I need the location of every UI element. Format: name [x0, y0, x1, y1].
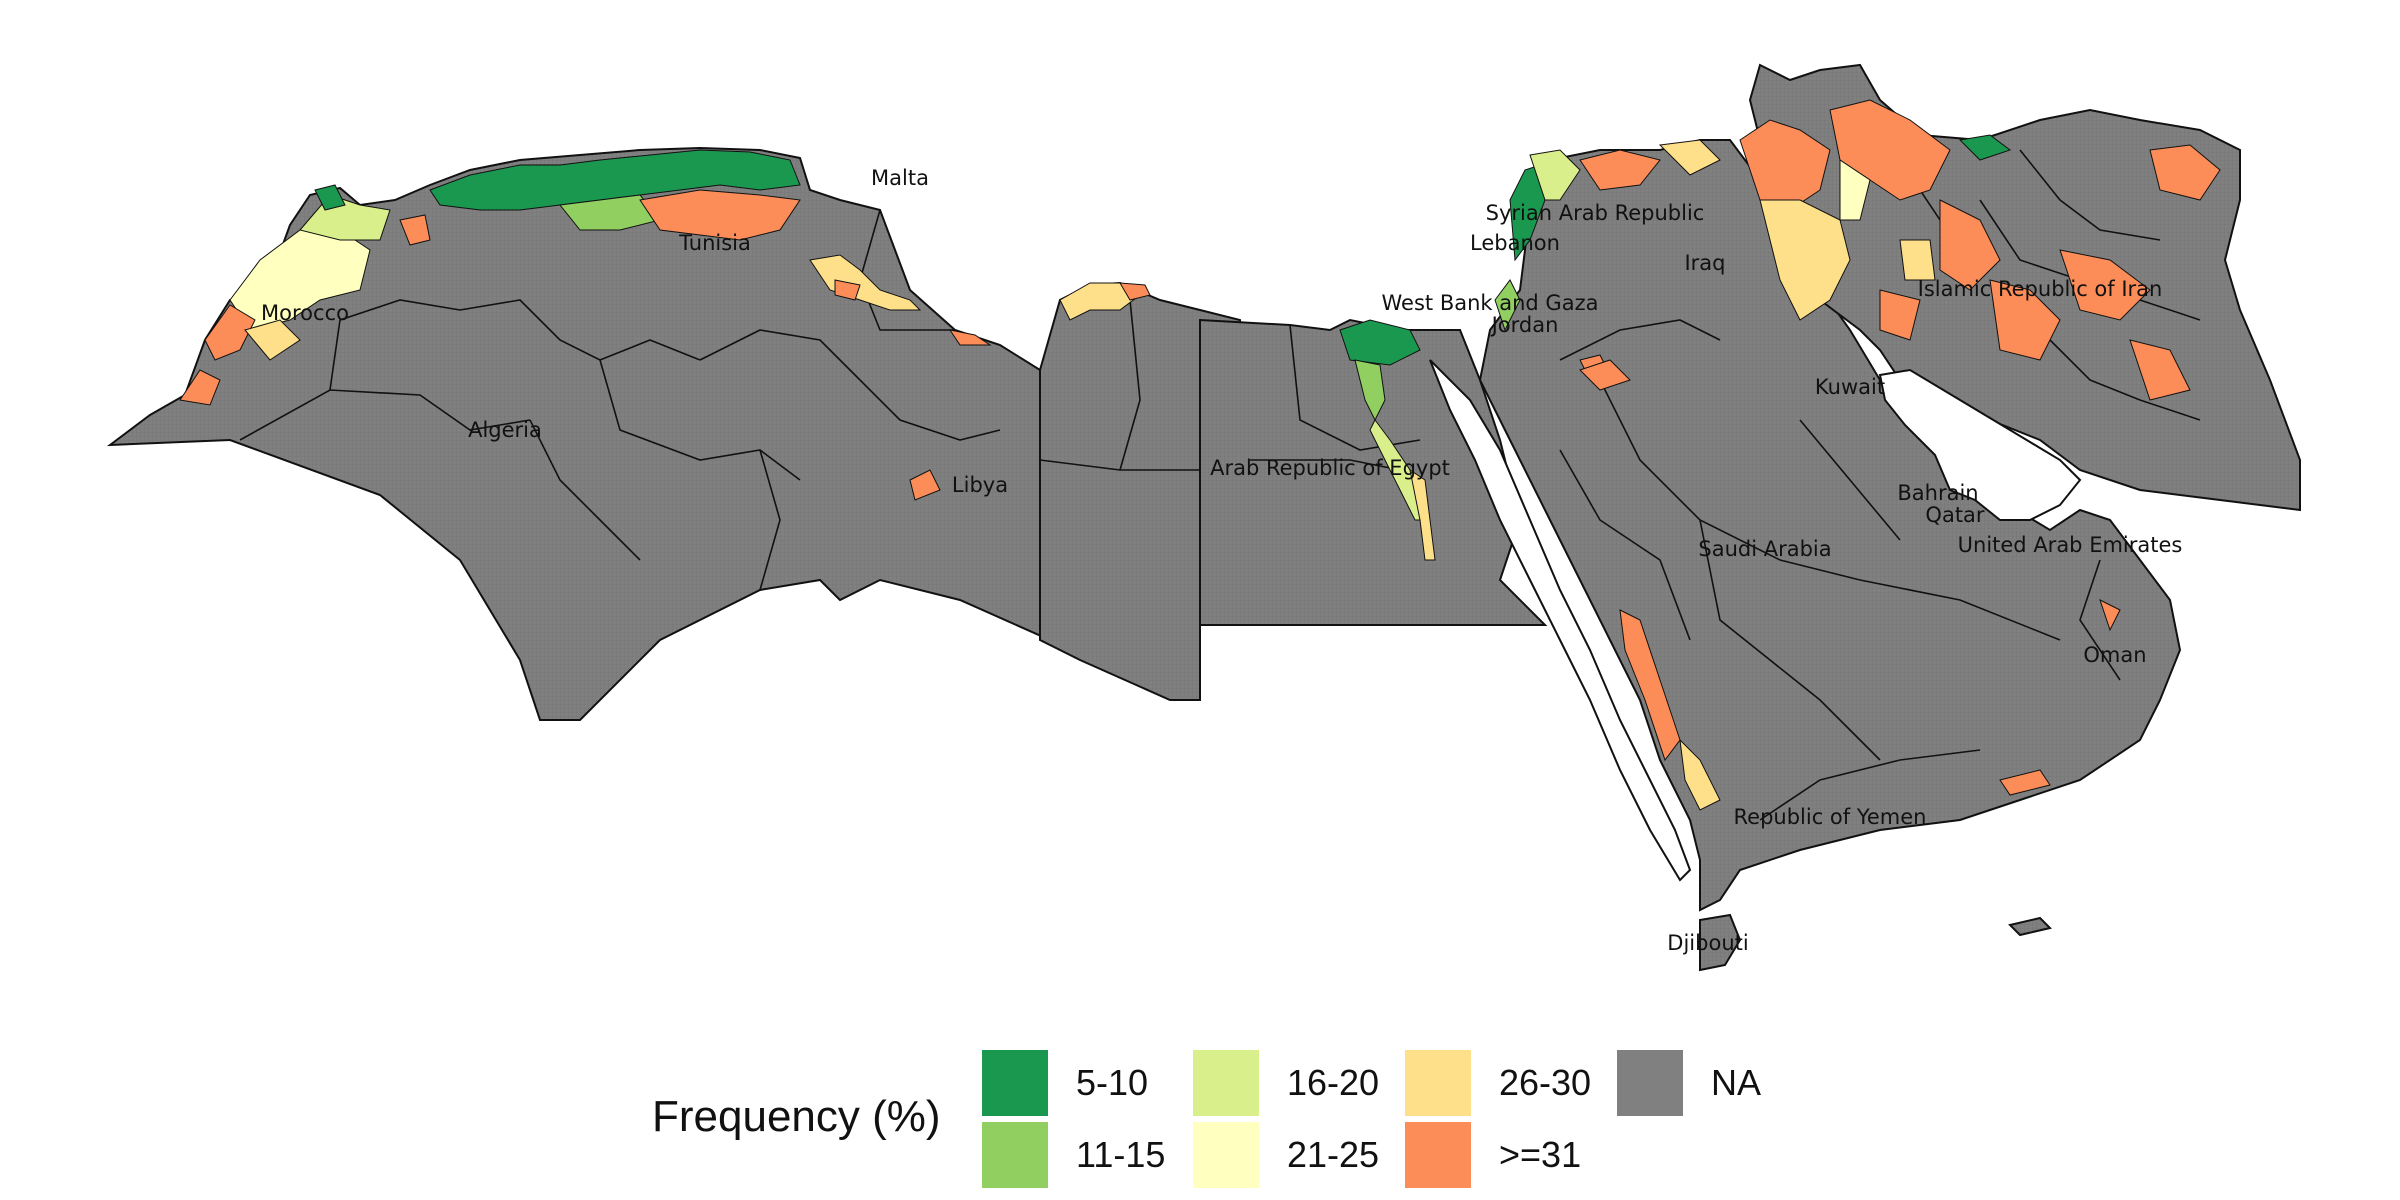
region-djibouti: [1699, 913, 1742, 972]
legend-swatch: [982, 1122, 1048, 1188]
country-label-iraq: Iraq: [1684, 251, 1725, 275]
country-label-egypt: Arab Republic of Egypt: [1210, 456, 1450, 480]
country-label-yemen: Republic of Yemen: [1734, 805, 1927, 829]
legend-label: >=31: [1499, 1134, 1582, 1175]
legend-swatch: [1193, 1122, 1259, 1188]
persian-gulf: [1878, 368, 2082, 521]
country-label-lebanon: Lebanon: [1470, 231, 1560, 255]
legend-item: 26-30: [1405, 1050, 1591, 1116]
country-label-uae: United Arab Emirates: [1958, 533, 2183, 557]
legend-item: NA: [1617, 1050, 1761, 1116]
legend-label: NA: [1711, 1062, 1762, 1103]
country-label-djibouti: Djibouti: [1667, 931, 1748, 955]
country-label-malta: Malta: [871, 166, 929, 190]
legend-item: 16-20: [1193, 1050, 1379, 1116]
country-label-kuwait: Kuwait: [1815, 375, 1885, 399]
legend-title: Frequency (%): [652, 1092, 941, 1141]
country-label-morocco: Morocco: [261, 301, 349, 325]
legend-swatch: [982, 1050, 1048, 1116]
country-label-west-bank-gaza: West Bank and Gaza: [1382, 291, 1599, 315]
frequency-patches: [179, 99, 2221, 811]
legend-item: >=31: [1405, 1122, 1581, 1188]
legend-item: 21-25: [1193, 1122, 1379, 1188]
country-label-syria: Syrian Arab Republic: [1486, 201, 1705, 225]
legend-label: 5-10: [1076, 1062, 1149, 1103]
legend-label: 11-15: [1076, 1134, 1166, 1175]
legend-swatch: [1193, 1050, 1259, 1116]
legend-item: 5-10: [982, 1050, 1148, 1116]
legend-swatch: [1617, 1050, 1683, 1116]
country-label-saudi-arabia: Saudi Arabia: [1698, 537, 1831, 561]
country-label-iran: Islamic Republic of Iran: [1918, 277, 2163, 301]
country-label-bahrain: Bahrain: [1897, 481, 1978, 505]
region-socotra: [2008, 916, 2052, 937]
admin-borders: [239, 149, 2201, 821]
legend-label: 16-20: [1287, 1062, 1380, 1103]
legend-swatch: [1405, 1050, 1471, 1116]
country-label-tunisia: Tunisia: [678, 231, 751, 255]
legend-item: 11-15: [982, 1122, 1165, 1188]
country-label-algeria: Algeria: [468, 418, 542, 442]
legend: 5-10 11-15 16-20 21-25 26-30 >=31 NA: [0, 1040, 2400, 1200]
legend-swatch: [1405, 1122, 1471, 1188]
legend-label: 26-30: [1499, 1062, 1592, 1103]
country-label-qatar: Qatar: [1925, 503, 1985, 527]
country-label-oman: Oman: [2083, 643, 2146, 667]
country-label-libya: Libya: [952, 473, 1008, 497]
red-sea: [1429, 359, 1692, 882]
country-labels: Morocco Algeria Tunisia Malta Libya Arab Repu…: [261, 166, 2182, 955]
country-label-jordan: Jordan: [1490, 313, 1559, 337]
legend-label: 21-25: [1287, 1134, 1380, 1175]
